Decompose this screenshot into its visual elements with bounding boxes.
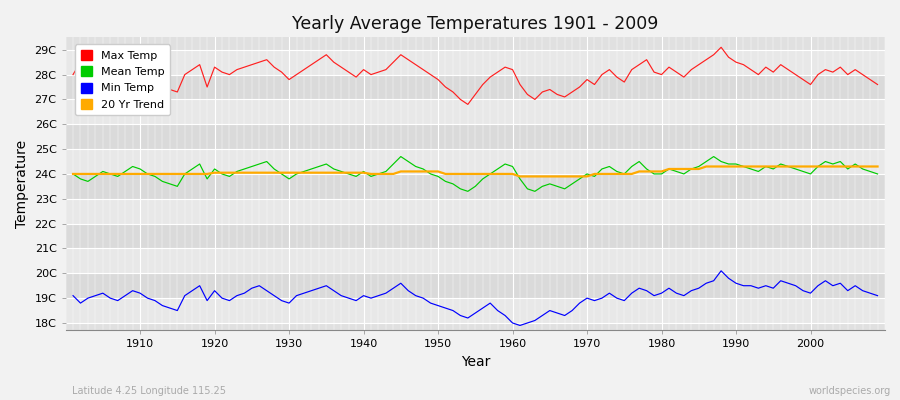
Legend: Max Temp, Mean Temp, Min Temp, 20 Yr Trend: Max Temp, Mean Temp, Min Temp, 20 Yr Tre… [76, 44, 170, 115]
Bar [66, 199, 885, 224]
Bar [66, 124, 885, 149]
Bar [66, 248, 885, 273]
Bar [66, 100, 885, 124]
Bar [66, 224, 885, 248]
Bar [66, 50, 885, 74]
Text: worldspecies.org: worldspecies.org [809, 386, 891, 396]
Bar [66, 174, 885, 199]
Title: Yearly Average Temperatures 1901 - 2009: Yearly Average Temperatures 1901 - 2009 [292, 15, 659, 33]
Bar [66, 149, 885, 174]
X-axis label: Year: Year [461, 355, 490, 369]
Bar [66, 298, 885, 323]
Text: Latitude 4.25 Longitude 115.25: Latitude 4.25 Longitude 115.25 [72, 386, 226, 396]
Bar [66, 273, 885, 298]
Bar [66, 74, 885, 100]
Y-axis label: Temperature: Temperature [15, 140, 29, 228]
